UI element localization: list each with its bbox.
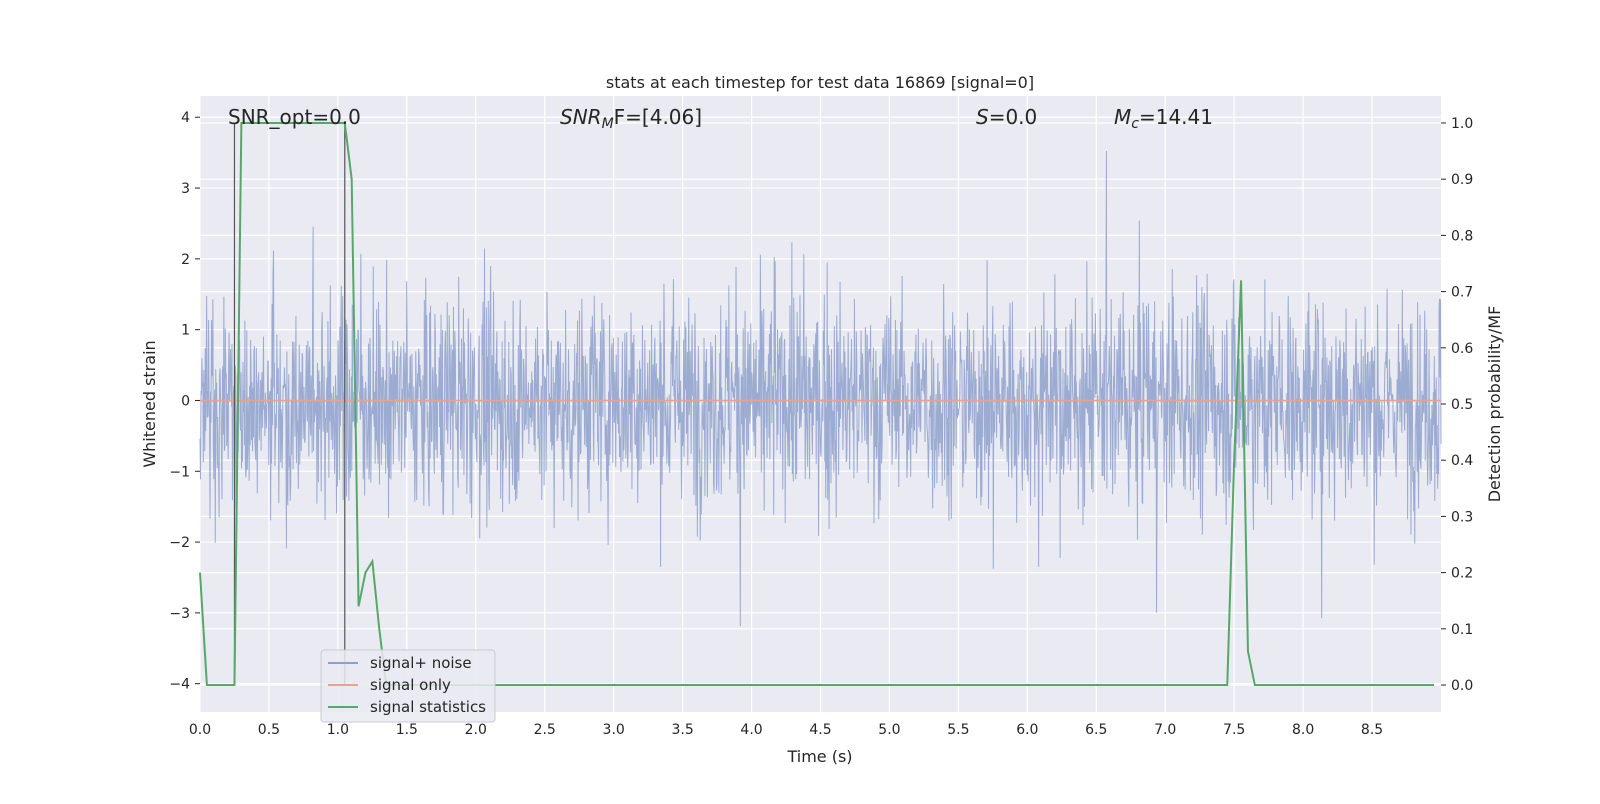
noise-series [199, 150, 1442, 627]
x-tick-label: 7.5 [1223, 722, 1245, 738]
annotation-snr-mf-value: F=[4.06] [614, 105, 702, 129]
x-tick-label: 7.0 [1154, 722, 1176, 738]
y-tick-label: 3 [181, 181, 190, 197]
y-tick-label: 4 [181, 110, 190, 126]
x-tick-label: 2.5 [534, 722, 556, 738]
y2-tick-label: 0.3 [1451, 509, 1473, 525]
x-axis-label: Time (s) [786, 747, 852, 766]
x-tick-label: 2.0 [465, 722, 487, 738]
x-tick-label: 0.5 [258, 722, 280, 738]
x-tick-label: 6.5 [1085, 722, 1107, 738]
y2-tick-label: 0.7 [1451, 285, 1473, 301]
y2-tick-label: 0.4 [1451, 453, 1473, 469]
y2-tick-label: 0.5 [1451, 397, 1473, 413]
vertical-lines [233, 122, 346, 686]
y2-tick-label: 0.8 [1451, 228, 1473, 244]
legend-box [320, 649, 496, 723]
y2-tick-label: 1.0 [1451, 116, 1473, 132]
y-ticks: 4 3 2 1 0 −1 −2 −3 −4 [169, 110, 200, 693]
y2-tick-label: 0.1 [1451, 622, 1473, 638]
x-tick-label: 1.5 [396, 722, 418, 738]
statistics-line [199, 121, 1435, 687]
y-tick-label: 1 [181, 323, 190, 339]
annotation-s-value: =0.0 [989, 105, 1038, 129]
y2-tick-label: 0.0 [1451, 678, 1473, 694]
y2-tick-label: 0.2 [1451, 566, 1473, 582]
y-tick-label: −1 [169, 464, 190, 480]
legend: signal+ noise signal only signal statist… [320, 649, 496, 723]
annotation-mc-sub: c [1131, 116, 1139, 132]
x-tick-label: 3.5 [671, 722, 693, 738]
y2-tick-label: 0.9 [1451, 172, 1473, 188]
signal-statistics-series [199, 121, 1435, 687]
x-ticks: 0.0 0.5 1.0 1.5 2.0 2.5 3.0 3.5 4.0 4.5 5.0 5.5 6.0 6… [189, 722, 1383, 738]
x-tick-label: 3.0 [603, 722, 625, 738]
y-tick-label: −3 [169, 606, 190, 622]
legend-label-signal-only: signal only [370, 676, 451, 694]
x-tick-label: 5.5 [947, 722, 969, 738]
x-tick-label: 8.5 [1361, 722, 1383, 738]
y-tick-label: 0 [181, 393, 190, 409]
legend-label-statistics: signal statistics [370, 698, 486, 716]
y-tick-label: −4 [169, 677, 190, 693]
annotation-mc: Mc=14.41 [1114, 105, 1213, 132]
x-tick-label: 1.0 [327, 722, 349, 738]
annotation-snr-mf-label: SNR [560, 105, 602, 129]
legend-label-noise: signal+ noise [370, 654, 472, 672]
x-tick-label: 8.0 [1292, 722, 1314, 738]
grid [199, 96, 1441, 712]
x-tick-label: 4.5 [809, 722, 831, 738]
x-tick-label: 0.0 [189, 722, 211, 738]
y2-tick-label: 0.6 [1451, 341, 1473, 357]
x-tick-label: 4.0 [740, 722, 762, 738]
y-tick-label: 2 [181, 252, 190, 268]
y2-ticks: 1.0 0.9 0.8 0.7 0.6 0.5 0.4 0.3 0.2 0.1 0.0 [1441, 116, 1473, 694]
annotation-snr-mf-sub: M [602, 116, 614, 132]
annotation-mc-label: M [1114, 105, 1131, 129]
y2-axis-label: Detection probability/MF [1485, 306, 1504, 503]
y-axis-label: Whitened strain [140, 340, 159, 467]
annotation-s-label: S [976, 105, 989, 129]
y-tick-label: −2 [169, 535, 190, 551]
annotation-s: S=0.0 [976, 105, 1037, 129]
annotation-mc-value: =14.41 [1139, 105, 1213, 129]
annotation-snr-opt: SNR_opt=0.0 [228, 105, 361, 129]
x-tick-label: 6.0 [1016, 722, 1038, 738]
noise-line [199, 150, 1442, 627]
x-tick-label: 5.0 [878, 722, 900, 738]
chart-title: stats at each timestep for test data 168… [606, 73, 1034, 92]
annotation-snr-mf: SNRMF=[4.06] [560, 105, 702, 132]
